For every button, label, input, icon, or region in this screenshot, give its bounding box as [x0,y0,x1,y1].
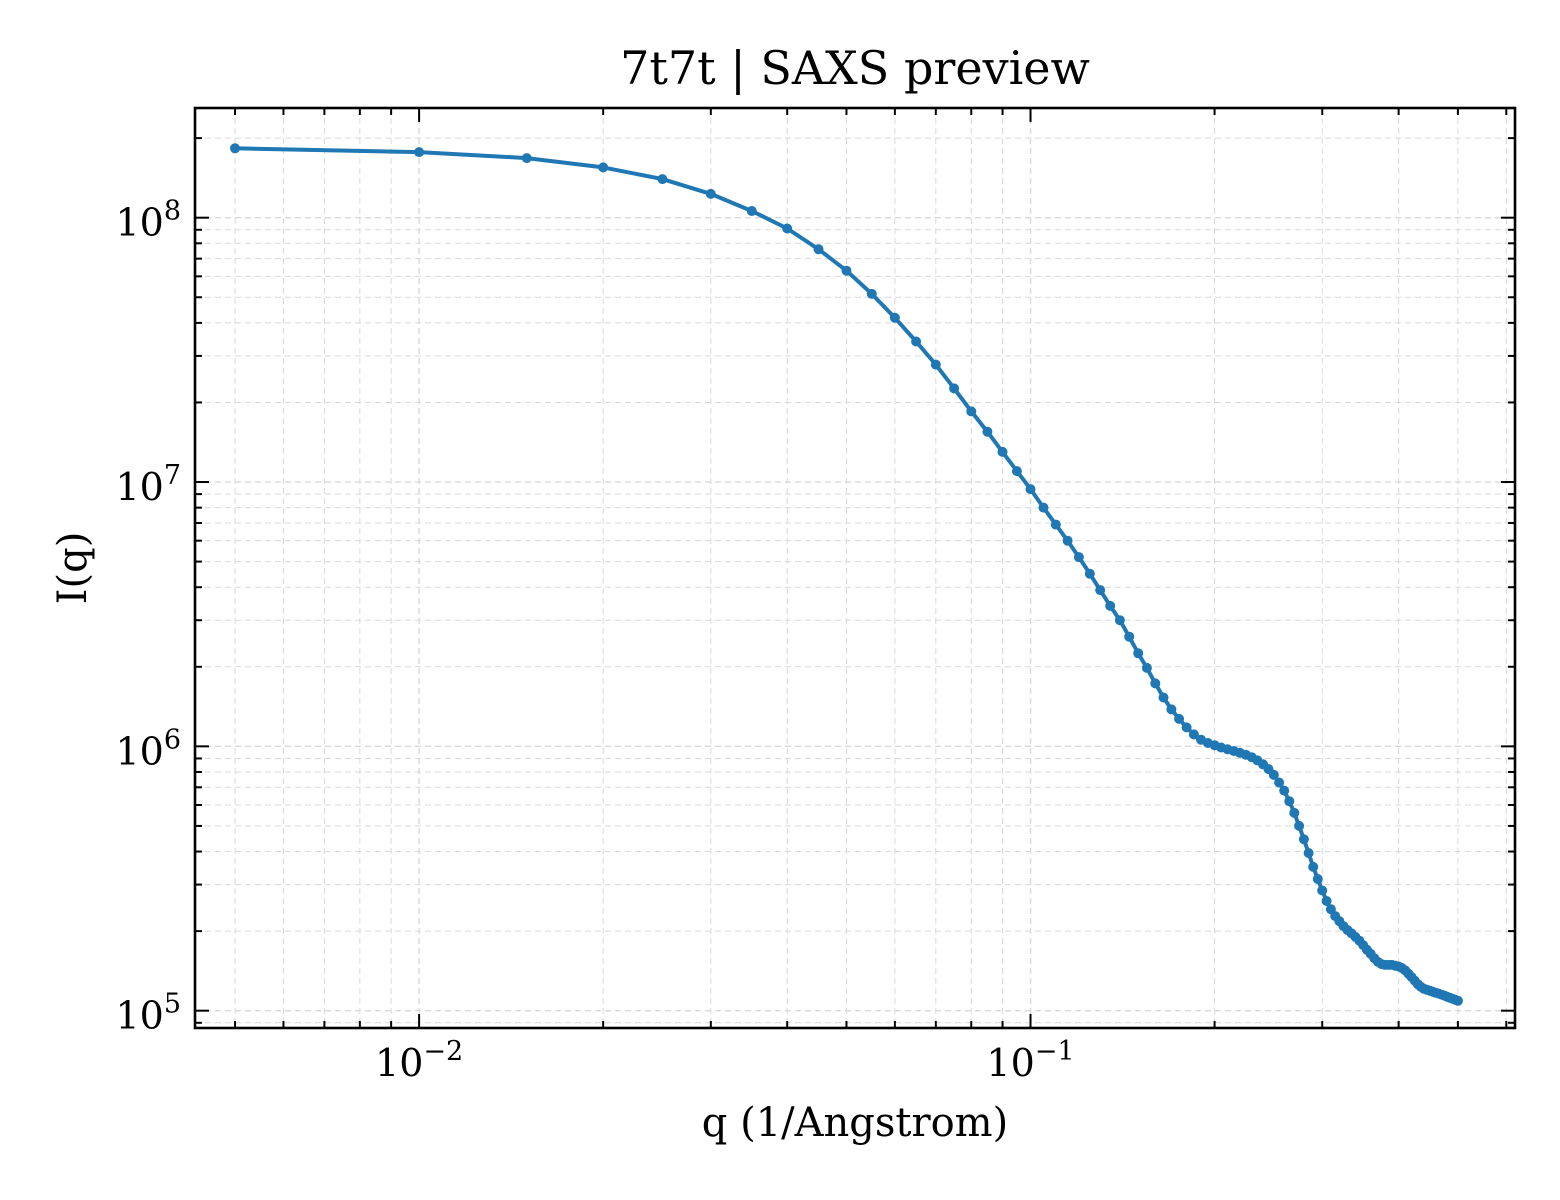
data-point [414,147,425,158]
data-point [1284,796,1295,807]
data-point [1166,704,1177,715]
data-point [1279,785,1290,796]
x-tick-label-base: 10 [375,1041,423,1085]
data-point [1317,885,1328,896]
data-point [1025,484,1036,495]
y-tick-label-exponent: 7 [164,460,181,491]
x-tick-label: 10−1 [986,1036,1074,1085]
data-point [1308,861,1319,872]
data-point [1274,777,1285,788]
data-point [1268,769,1279,780]
y-tick-label: 107 [115,460,181,509]
data-point [1105,600,1116,611]
data-point [889,312,900,323]
data-point [1312,874,1323,884]
x-tick-label: 10−2 [375,1036,463,1085]
data-point [1298,834,1309,845]
data-point [1084,568,1095,579]
data-point [782,223,793,234]
grid [195,108,1515,1028]
x-tick-label-base: 10 [986,1041,1034,1085]
data-point [1321,896,1332,906]
data-point [997,446,1008,457]
data-point [1038,502,1049,513]
x-axis-label: q (1/Angstrom) [702,1100,1008,1146]
data-point [911,336,922,347]
y-tick-label-base: 10 [115,201,163,245]
data-point [705,188,716,199]
data-point [657,174,668,185]
data-point [813,244,824,255]
y-tick-label: 108 [115,196,181,245]
data-point [1452,995,1463,1006]
data-point [1062,535,1073,546]
data-point [746,206,757,216]
y-tick-label-base: 10 [115,465,163,509]
plot-frame [193,106,1517,1030]
data-point [1011,466,1022,477]
data-point [841,265,852,276]
data-point [1303,848,1314,858]
y-tick-label-exponent: 8 [164,196,181,227]
data-point [598,162,609,173]
ticks [195,108,1515,1028]
data-point [1289,807,1300,818]
data-point [1095,585,1106,596]
data-point [1114,615,1125,626]
y-tick-label-base: 10 [115,994,163,1038]
data-point [230,143,240,154]
data-point [1133,648,1144,659]
data-point [521,153,532,164]
data-point [949,383,960,394]
data-point [1294,820,1305,831]
data-point [1174,713,1185,724]
y-axis-label: I(q) [50,532,96,605]
y-tick-label-exponent: 6 [164,724,181,755]
data-point [1073,552,1084,563]
data-point [1124,631,1135,642]
data-point [1181,722,1192,733]
x-tick-label-exponent: −2 [423,1036,463,1067]
data-point [982,426,993,437]
y-tick-label-base: 10 [115,729,163,773]
data-point [1158,692,1169,703]
chart-title: 7t7t | SAXS preview [620,41,1090,95]
data-point [966,406,977,417]
series-layer [230,143,1463,1006]
data-point [866,288,877,299]
y-tick-label: 106 [115,724,181,773]
data-point [930,359,941,370]
data-point [1188,729,1199,740]
y-tick-label-exponent: 5 [164,989,181,1020]
data-point [1141,662,1152,673]
data-point [1150,678,1161,689]
y-tick-label: 105 [115,989,181,1038]
data-point [1050,519,1061,530]
x-tick-label-exponent: −1 [1035,1036,1075,1067]
